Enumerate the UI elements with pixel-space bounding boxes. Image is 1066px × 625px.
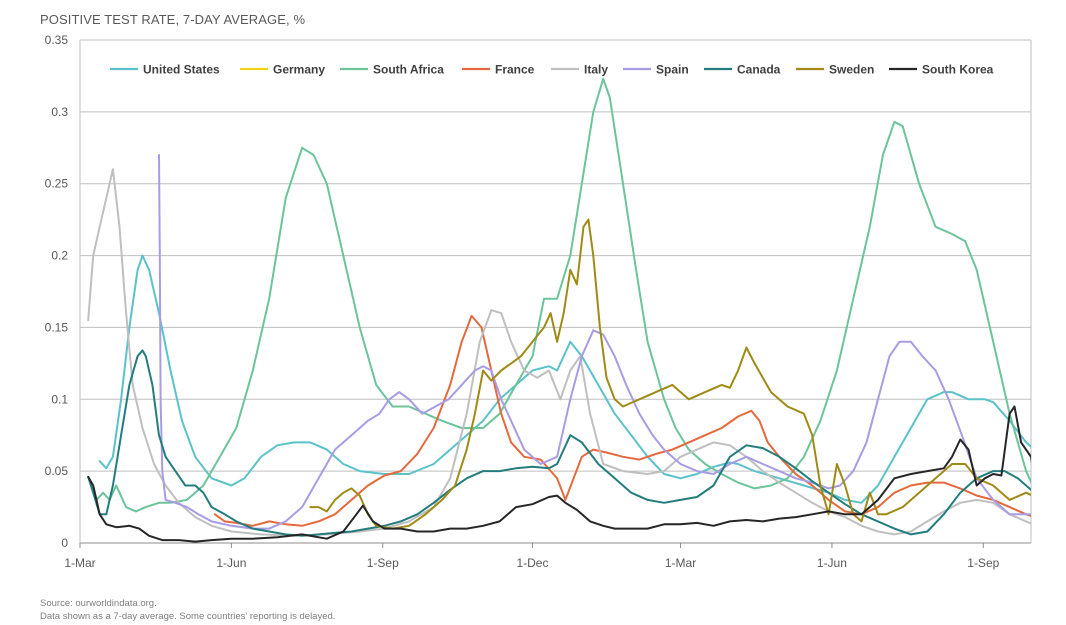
x-tick-label: 1-Sep [367,556,399,570]
x-tick-label: 1-Sep [967,556,999,570]
legend-label-italy: Italy [584,63,608,77]
x-tick-label: 1-Mar [665,556,696,570]
series-line-south-africa [95,77,1031,513]
y-tick-label: 0.2 [51,249,68,263]
y-tick-label: 0.15 [45,320,69,334]
line-chart: 0 0.05 0.1 0.15 0.2 0.25 0.3 0.35 1-Mar 1-Jun 1-S… [45,33,1032,570]
y-tick-label: 0.35 [45,33,69,47]
y-axis-ticks: 0 0.05 0.1 0.15 0.2 0.25 0.3 0.35 [45,33,69,550]
series-line-france [213,314,1031,527]
x-tick-label: 1-Mar [64,556,95,570]
series-line-spain [158,154,1031,530]
legend-label-sweden: Sweden [829,63,874,77]
x-tick-label: 1-Jun [216,556,246,570]
chart-title: POSITIVE TEST RATE, 7-DAY AVERAGE, % [40,12,306,27]
legend-label-south-korea: South Korea [922,63,994,77]
legend-label-france: France [495,63,535,77]
y-tick-label: 0.1 [51,392,68,406]
y-tick-label: 0.3 [51,105,68,119]
y-tick-label: 0.25 [45,177,69,191]
series-lines [87,77,1031,543]
series-line-canada [87,349,1031,537]
legend-label-spain: Spain [656,63,689,77]
note-line: Data shown as a 7-day average. Some coun… [40,611,336,622]
legend: United States Germany South Africa France It… [110,63,994,77]
legend-label-germany: Germany [273,63,325,77]
x-tick-label: 1-Jun [817,556,847,570]
source-line: Source: ourworldindata.org. [40,598,157,609]
y-tick-label: 0.05 [45,464,69,478]
series-line-italy [87,168,1031,537]
series-line-south-korea [87,405,1031,543]
legend-label-south-africa: South Africa [373,63,444,77]
gridlines [79,39,1032,544]
y-tick-label: 0 [61,536,68,550]
x-axis-ticks: 1-Mar 1-Jun 1-Sep 1-Dec 1-Mar 1-Jun 1-Sep [64,543,1000,570]
x-tick-label: 1-Dec [516,556,548,570]
source-note: Source: ourworldindata.org. Data shown a… [40,597,335,623]
series-line-sweden [309,218,1031,530]
legend-label-united-states: United States [143,63,220,77]
series-line-united-states [98,254,1031,504]
legend-label-canada: Canada [737,63,781,77]
